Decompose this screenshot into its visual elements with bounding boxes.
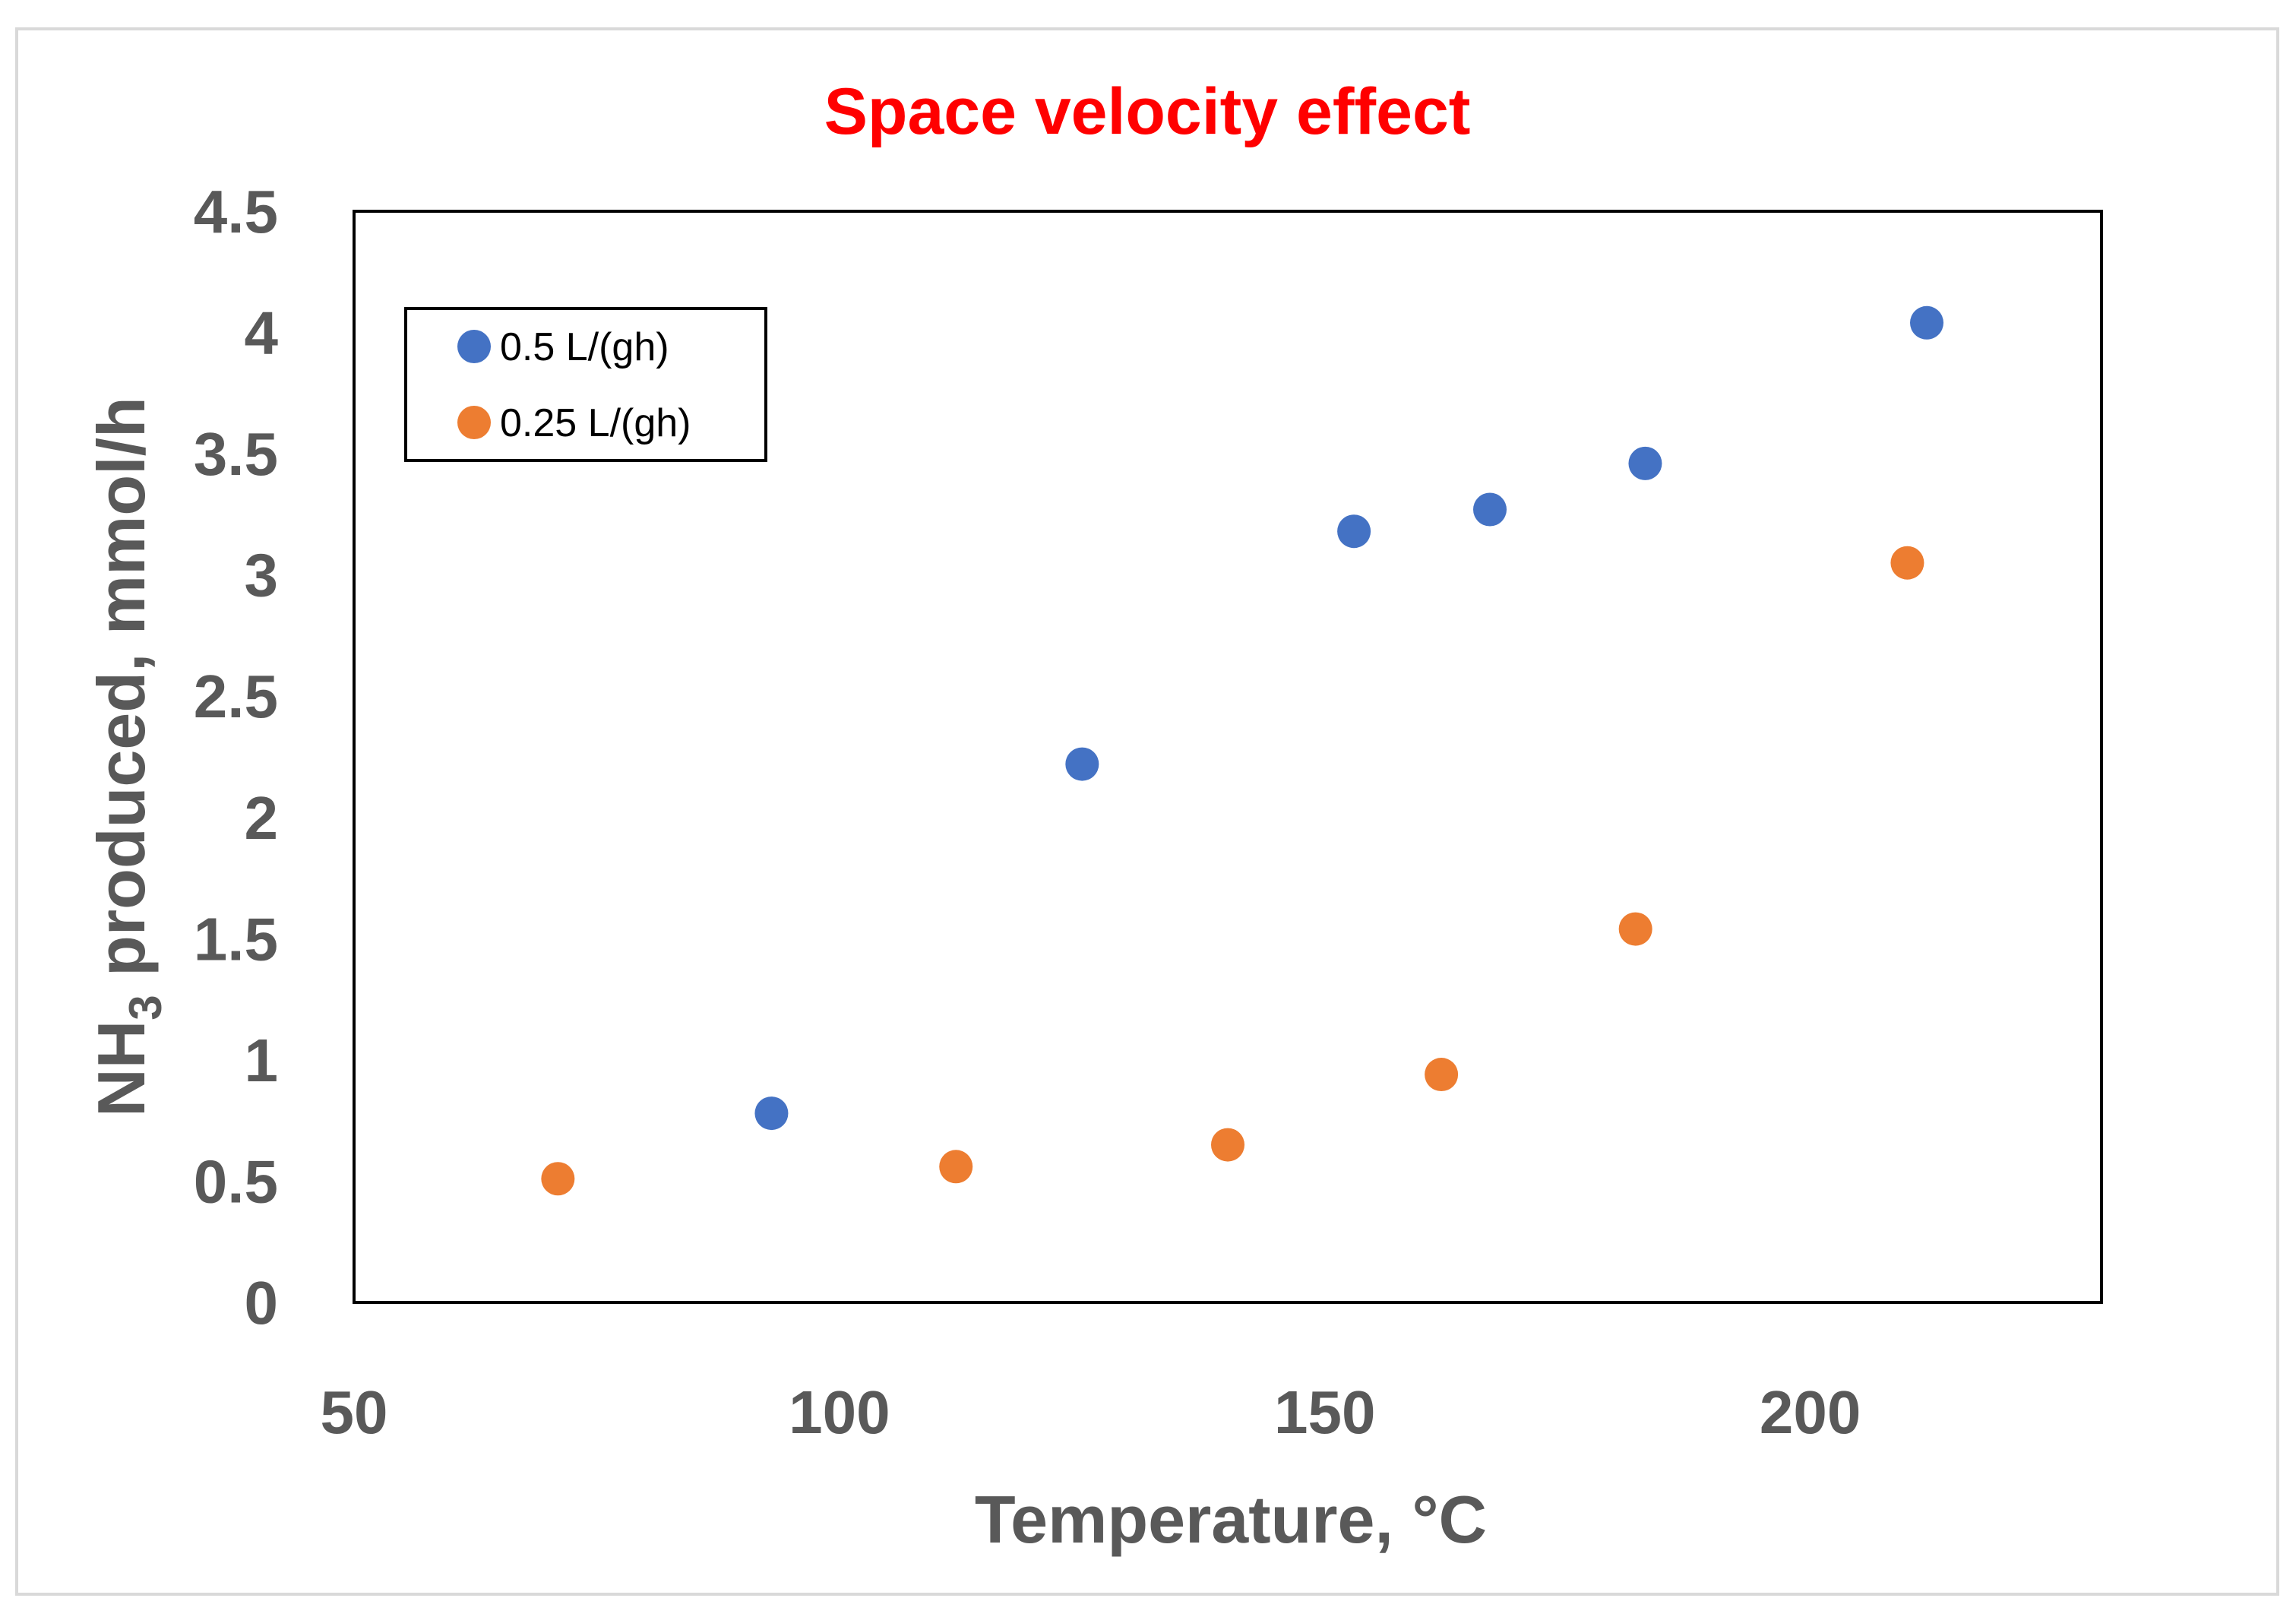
y-tick-label: 3 xyxy=(245,542,279,609)
y-axis-title: NH3 produced, mmol/h xyxy=(84,397,171,1117)
data-point-series-2 xyxy=(1425,1058,1459,1092)
data-point-series-1 xyxy=(1065,747,1099,781)
y-tick-label: 1.5 xyxy=(194,905,278,973)
data-point-series-2 xyxy=(1211,1128,1244,1162)
chart-frame xyxy=(15,27,2279,1596)
data-point-series-2 xyxy=(1618,912,1652,946)
y-tick-label: 0 xyxy=(245,1269,279,1337)
x-tick-label: 200 xyxy=(1760,1378,1861,1446)
y-axis-title-main: NH xyxy=(84,1021,159,1117)
data-point-series-2 xyxy=(939,1150,973,1184)
y-tick-label: 3.5 xyxy=(194,420,278,488)
legend: 0.5 L/(gh) 0.25 L/(gh) xyxy=(404,307,767,462)
y-tick-label: 4.5 xyxy=(194,178,278,245)
legend-marker-series-2 xyxy=(457,406,491,439)
data-points xyxy=(541,305,1943,1196)
legend-label-series-1: 0.5 L/(gh) xyxy=(500,325,669,369)
y-tick-label: 4 xyxy=(245,299,279,367)
x-tick-label: 150 xyxy=(1274,1378,1375,1446)
x-axis-title: Temperature, °C xyxy=(975,1482,1487,1557)
x-tick-label: 50 xyxy=(321,1378,388,1446)
data-point-series-2 xyxy=(1890,546,1924,580)
chart-title: Space velocity effect xyxy=(824,75,1471,148)
legend-marker-series-1 xyxy=(457,330,491,363)
data-point-series-1 xyxy=(1910,305,1943,340)
data-point-series-1 xyxy=(1337,514,1371,549)
y-tick-label: 0.5 xyxy=(194,1147,278,1215)
y-axis-ticks: 0 0.5 1 1.5 2 2.5 3 3.5 4 4.5 xyxy=(194,178,279,1337)
y-tick-label: 2 xyxy=(245,784,279,852)
data-point-series-2 xyxy=(541,1162,575,1196)
y-tick-label: 2.5 xyxy=(194,663,278,730)
y-axis-title-rest: produced, mmol/h xyxy=(84,397,159,995)
data-point-series-1 xyxy=(754,1096,789,1131)
data-point-series-1 xyxy=(1473,492,1507,527)
data-point-series-1 xyxy=(1628,446,1662,480)
x-axis-ticks: 50 100 150 200 xyxy=(321,1378,1861,1446)
y-tick-label: 1 xyxy=(245,1027,279,1094)
y-axis-title-subscript: 3 xyxy=(120,995,171,1020)
x-tick-label: 100 xyxy=(789,1378,890,1446)
legend-label-series-2: 0.25 L/(gh) xyxy=(500,401,691,445)
